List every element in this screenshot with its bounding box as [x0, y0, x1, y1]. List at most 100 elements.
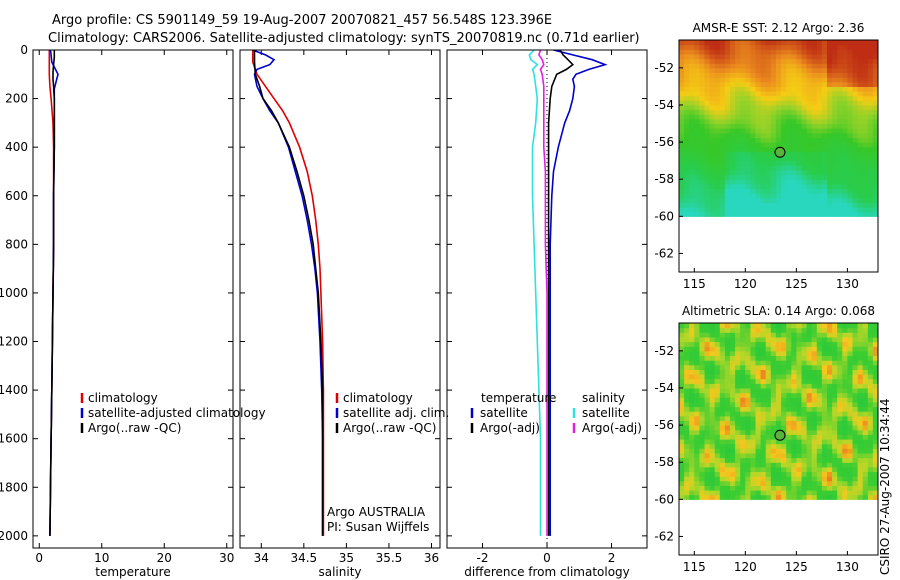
map-cell [791, 420, 797, 426]
map-cell [832, 327, 838, 333]
map-cell [827, 44, 833, 50]
map-cell [786, 401, 792, 408]
map-cell [750, 179, 757, 185]
map-cell [862, 425, 869, 431]
map-cell [811, 137, 818, 143]
map-cell [755, 77, 762, 83]
map-cell [821, 174, 828, 180]
map-cell [699, 40, 706, 46]
map-cell [689, 425, 695, 431]
map-cell [704, 49, 711, 55]
map-cell [709, 364, 716, 370]
map-cell [786, 471, 792, 477]
map-cell [857, 369, 864, 375]
map-cell [740, 420, 746, 426]
map-cell [862, 415, 869, 421]
map-cell [827, 462, 833, 468]
map-cell [735, 490, 741, 496]
map-cell [740, 128, 746, 134]
map-cell [724, 485, 731, 491]
map-cell [821, 77, 828, 83]
map-cell [765, 100, 772, 106]
map-cell [724, 480, 731, 486]
map-cell [847, 118, 854, 125]
map-cell [827, 406, 833, 412]
map-cell [740, 165, 746, 171]
map-cell [791, 392, 797, 398]
map-cell [811, 53, 818, 60]
map-cell [796, 485, 803, 491]
series-line-black [547, 50, 575, 536]
map-cell [719, 58, 726, 64]
map-cell [719, 183, 726, 189]
map-cell [719, 156, 726, 162]
map-cell [679, 355, 685, 361]
map-cell [735, 346, 741, 352]
map-cell [786, 378, 792, 384]
map-cell [735, 211, 741, 217]
map-cell [796, 49, 803, 55]
map-cell [827, 132, 833, 138]
map-cell [735, 429, 741, 435]
map-cell [857, 160, 864, 166]
map-cell [750, 49, 757, 55]
map-cell [872, 401, 879, 408]
map-cell [852, 142, 859, 148]
map-cell [765, 118, 772, 125]
map-cell [857, 364, 864, 370]
map-cell [724, 355, 731, 361]
map-cell [832, 471, 838, 477]
map-cell [719, 193, 726, 199]
map-cell [791, 327, 797, 333]
map-cell [796, 471, 803, 477]
map-cell [837, 392, 843, 398]
map-cell [724, 95, 731, 101]
map-cell [806, 156, 813, 162]
map-cell [684, 156, 690, 162]
map-cell [765, 383, 772, 389]
map-cell [745, 476, 751, 482]
map-cell [770, 197, 777, 203]
map-cell [719, 91, 726, 97]
map-cell [745, 211, 751, 217]
map-cell [765, 466, 772, 472]
map-cell [872, 429, 879, 435]
map-cell [837, 72, 843, 78]
map-cell [781, 81, 787, 87]
map-cell [832, 360, 838, 366]
map-cell [704, 401, 711, 408]
map-cell [806, 383, 813, 389]
map-cell [709, 490, 716, 496]
map-cell [730, 91, 736, 97]
map-cell [694, 425, 700, 431]
map-cell [867, 471, 874, 477]
map-cell [867, 415, 874, 421]
map-cell [816, 100, 823, 106]
map-cell [806, 420, 813, 426]
map-cell [765, 132, 772, 138]
map-cell [714, 63, 721, 69]
map-cell [842, 123, 848, 129]
map-cell [745, 457, 751, 463]
map-cell [781, 332, 787, 338]
map-cell [832, 58, 838, 64]
map-cell [730, 137, 736, 143]
map-raster [679, 323, 879, 500]
map-clip-right [878, 38, 890, 274]
map-cell [827, 123, 833, 129]
map-cell [689, 137, 695, 143]
map-cell [842, 388, 848, 394]
map-cell [679, 485, 685, 491]
map-cell [832, 49, 838, 55]
map-cell [745, 490, 751, 496]
map-cell [847, 91, 854, 97]
map-cell [714, 388, 721, 394]
map-cell [852, 346, 859, 352]
map-cell [684, 448, 690, 454]
map-cell [760, 434, 767, 440]
map-cell [735, 443, 741, 449]
map-cell [684, 415, 690, 421]
map-x-tick-label: 115 [683, 277, 706, 291]
map-cell [796, 443, 803, 449]
map-cell [806, 364, 813, 370]
